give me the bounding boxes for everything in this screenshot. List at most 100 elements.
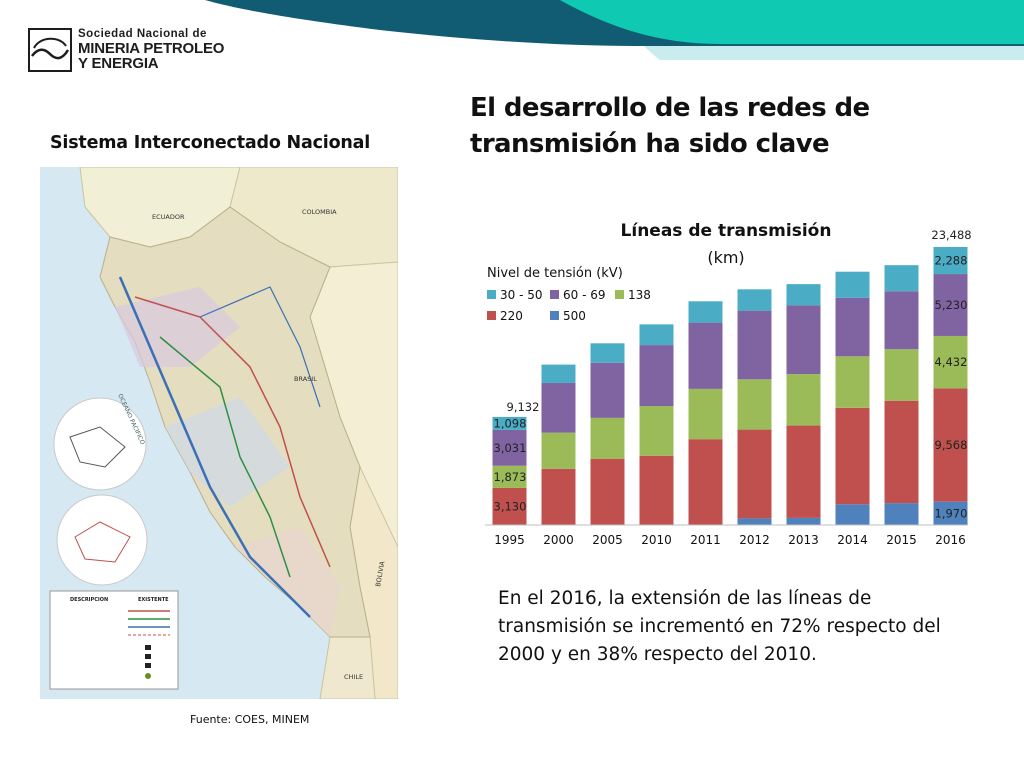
legend-swatch-220: [487, 311, 496, 320]
bar-2011-138: [688, 388, 723, 440]
bar-2005-220: [590, 458, 625, 525]
bar-2014-30_50: [835, 271, 870, 298]
legend-label-220: 220: [500, 309, 523, 323]
map-transmission-line-east: [199, 286, 321, 408]
bar-2013-30_50: [786, 284, 821, 306]
bar-2016-500: [933, 501, 968, 525]
chart-data-labels: 3,130 1,873 3,031 1,098 9,132 1,970 9,568 4,432…: [494, 228, 972, 520]
label-1995-30_50: 1,098: [494, 416, 527, 430]
bar-1995-220: [492, 487, 527, 525]
map-transmission-line-tertiary: [159, 336, 291, 578]
bar-2016-60_69: [933, 274, 968, 336]
x-tick-2000: 2000: [543, 533, 574, 547]
chart-legend: 30 - 50 60 - 69 138 220 500: [487, 288, 651, 323]
bar-1995-60_69: [492, 429, 527, 466]
x-tick-2016: 2016: [935, 533, 966, 547]
x-tick-2014: 2014: [837, 533, 868, 547]
summary-text: En el 2016, la extensión de las líneas d…: [498, 588, 941, 665]
bar-2012-30_50: [737, 289, 772, 311]
legend-label-30_50: 30 - 50: [500, 288, 543, 302]
chart-bars: [492, 246, 968, 525]
bar-2010-138: [639, 406, 674, 456]
map-label-header-description: DESCRIPCION: [70, 597, 108, 603]
company-logo-icon: [28, 28, 72, 72]
total-1995: 9,132: [507, 400, 540, 414]
map-inset-2-lines: [74, 521, 131, 563]
bar-1995-138: [492, 465, 527, 488]
label-1995-138: 1,873: [494, 470, 527, 484]
label-1995-220: 3,130: [494, 499, 527, 513]
map-transmission-line-secondary: [134, 296, 331, 568]
map-inset-2: [56, 494, 148, 586]
map-region-north: [115, 287, 240, 367]
map-inset-1-lines: [69, 426, 126, 468]
bar-2000-138: [541, 432, 576, 469]
bar-2016-30_50: [933, 246, 968, 275]
map-legend-symbol-3: [145, 663, 151, 668]
label-2016-60_69: 5,230: [935, 298, 968, 312]
legend-label-500: 500: [563, 309, 586, 323]
map-title: Sistema Interconectado Nacional: [50, 133, 371, 153]
map-label-ecuador: ECUADOR: [152, 213, 185, 221]
bar-2011-30_50: [688, 301, 723, 323]
bar-2015-60_69: [884, 291, 919, 350]
map-label-colombia: COLOMBIA: [302, 208, 337, 216]
header-banner: [205, 0, 1024, 60]
x-tick-2015: 2015: [886, 533, 917, 547]
chart-title: Líneas de transmisión: [621, 221, 832, 241]
x-tick-2005: 2005: [592, 533, 623, 547]
bar-2000-60_69: [541, 382, 576, 433]
map-legend-symbol-4: [145, 673, 151, 679]
map-label-chile: CHILE: [344, 673, 363, 681]
chart-x-ticks: 1995 2000 2005 2010 2011 2012 2013 2014 2015 2016: [494, 533, 966, 547]
legend-swatch-500: [550, 311, 559, 320]
map-legend-symbol-2: [145, 654, 151, 659]
company-name-line-3: Y ENERGIA: [78, 55, 159, 72]
map-transmission-line-main: [118, 276, 311, 618]
bar-1995-30_50: [492, 416, 527, 430]
label-2016-220: 9,568: [935, 438, 968, 452]
legend-swatch-138: [615, 290, 624, 299]
bar-2012-60_69: [737, 310, 772, 380]
bar-2000-30_50: [541, 364, 576, 383]
label-2016-500: 1,970: [935, 506, 968, 520]
bar-2011-60_69: [688, 322, 723, 389]
bar-2013-220: [786, 425, 821, 518]
map-region-south: [235, 527, 340, 637]
legend-label-138: 138: [628, 288, 651, 302]
legend-swatch-30_50: [487, 290, 496, 299]
bar-2013-500: [786, 517, 821, 525]
company-name-line-2: MINERIA PETROLEO: [78, 40, 225, 57]
map-region-center: [165, 397, 290, 507]
bar-2014-500: [835, 504, 870, 525]
bar-2016-138: [933, 335, 968, 389]
bar-2014-60_69: [835, 297, 870, 357]
bar-2013-60_69: [786, 305, 821, 375]
legend-swatch-60_69: [550, 290, 559, 299]
bar-2011-220: [688, 439, 723, 525]
company-name-line-1: Sociedad Nacional de: [78, 28, 207, 40]
map-neighbor-chile: [319, 636, 376, 699]
x-tick-2012: 2012: [739, 533, 770, 547]
chart-legend-title: Nivel de tensión (kV): [487, 266, 623, 281]
bar-2015-30_50: [884, 265, 919, 292]
bar-2005-60_69: [590, 362, 625, 418]
page-title: El desarrollo de las redes de transmisió…: [470, 93, 870, 159]
bar-2010-220: [639, 455, 674, 525]
label-2016-138: 4,432: [935, 355, 968, 369]
map-label-header-existing: EXISTENTE: [138, 597, 169, 603]
map-legend-symbol-1: [145, 645, 151, 650]
x-tick-2013: 2013: [788, 533, 819, 547]
map-source: Fuente: COES, MINEM: [190, 713, 310, 726]
map-inset-1: [53, 397, 147, 491]
label-1995-60_69: 3,031: [494, 441, 527, 455]
bar-2014-138: [835, 356, 870, 408]
bar-2015-138: [884, 349, 919, 401]
total-2016: 23,488: [931, 228, 971, 242]
bar-2010-30_50: [639, 324, 674, 346]
bar-2005-138: [590, 417, 625, 459]
x-tick-1995: 1995: [494, 533, 525, 547]
bar-2012-500: [737, 518, 772, 525]
bar-2015-500: [884, 503, 919, 525]
banner-teal-band: [560, 0, 1024, 44]
